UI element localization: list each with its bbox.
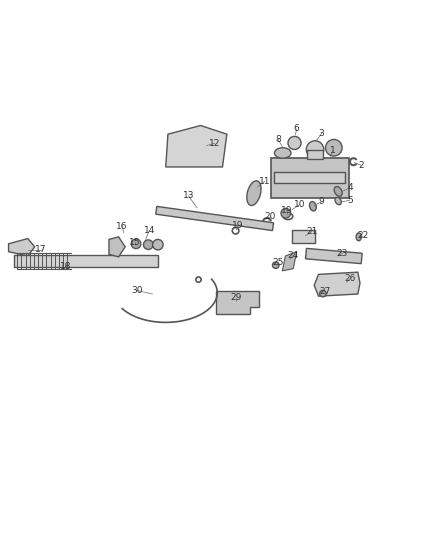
Ellipse shape [131, 239, 141, 248]
Text: 15: 15 [129, 238, 141, 247]
Text: 10: 10 [294, 200, 306, 209]
Text: 2: 2 [358, 161, 364, 169]
Ellipse shape [144, 240, 153, 249]
Text: 27: 27 [319, 287, 330, 296]
Text: 19: 19 [232, 221, 244, 230]
Polygon shape [9, 239, 35, 256]
Ellipse shape [334, 187, 342, 196]
Ellipse shape [306, 141, 324, 158]
Text: 13: 13 [183, 191, 194, 200]
Ellipse shape [335, 197, 341, 205]
Ellipse shape [247, 181, 261, 206]
Text: 6: 6 [294, 125, 300, 133]
Bar [307, 150, 323, 159]
Text: 1: 1 [330, 146, 336, 155]
Text: 22: 22 [357, 231, 369, 240]
Ellipse shape [356, 233, 361, 241]
Text: 30: 30 [131, 286, 143, 295]
Text: 12: 12 [209, 139, 220, 148]
Polygon shape [283, 252, 297, 271]
Text: 29: 29 [230, 294, 241, 302]
Ellipse shape [281, 208, 290, 218]
Text: 5: 5 [347, 196, 353, 205]
Text: 8: 8 [275, 134, 281, 143]
Bar [292, 230, 314, 244]
Text: 26: 26 [344, 274, 356, 283]
Text: 17: 17 [35, 245, 46, 254]
Ellipse shape [310, 201, 316, 211]
Bar [14, 255, 158, 268]
Ellipse shape [325, 140, 342, 156]
Text: 3: 3 [319, 129, 325, 138]
Ellipse shape [320, 290, 326, 297]
Text: 23: 23 [336, 249, 348, 258]
Bar [156, 206, 274, 231]
Ellipse shape [288, 136, 301, 149]
Text: 20: 20 [265, 212, 276, 221]
Ellipse shape [152, 239, 163, 250]
Text: 4: 4 [347, 183, 353, 192]
Polygon shape [166, 125, 227, 167]
Ellipse shape [275, 148, 291, 158]
Text: 18: 18 [60, 262, 71, 271]
Text: 25: 25 [272, 257, 284, 266]
Polygon shape [314, 272, 360, 296]
Polygon shape [215, 291, 259, 313]
Text: 16: 16 [117, 222, 128, 231]
Text: 11: 11 [259, 177, 271, 186]
Ellipse shape [272, 262, 279, 269]
Bar [275, 172, 345, 183]
Polygon shape [109, 237, 125, 257]
Text: 21: 21 [306, 227, 317, 236]
Text: 19: 19 [281, 206, 293, 215]
Polygon shape [271, 158, 349, 198]
Text: 9: 9 [319, 197, 325, 206]
Text: 24: 24 [288, 251, 299, 260]
Text: 14: 14 [144, 226, 155, 235]
Bar [306, 248, 362, 264]
